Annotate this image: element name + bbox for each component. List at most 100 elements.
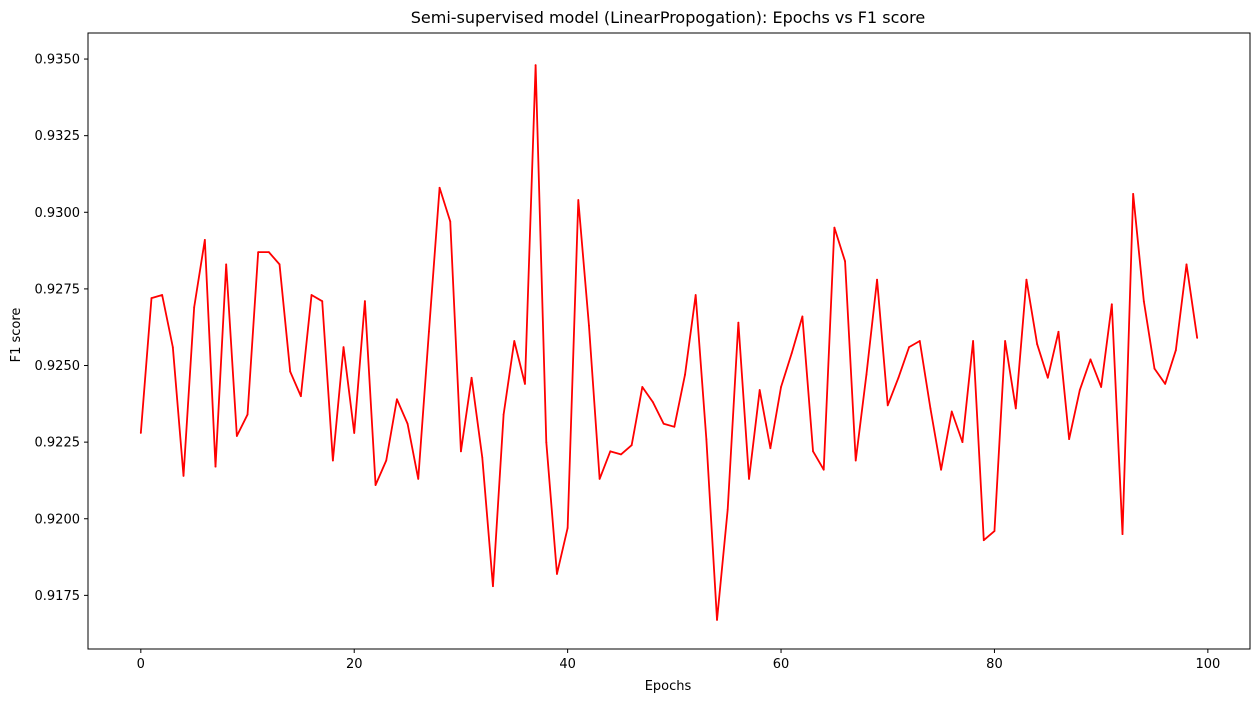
data-point [726,508,729,511]
data-point [822,468,825,471]
data-point [758,389,761,391]
data-point [492,585,494,588]
y-tick-label: 0.9225 [35,436,81,451]
data-point [1121,533,1124,535]
data-point [171,346,174,349]
y-tick-label: 0.9275 [35,282,81,297]
x-tick-label: 20 [346,657,363,672]
data-point [694,294,697,296]
data-point [438,186,441,189]
data-point [652,401,654,404]
data-point [1132,192,1135,195]
data-point [556,573,558,575]
data-point [673,425,676,428]
data-point [1004,340,1007,342]
data-point [993,530,996,532]
data-point [716,618,718,621]
data-point [940,468,942,471]
data-point [780,386,782,388]
data-point [566,527,569,529]
data-point [1142,300,1145,303]
data-point [929,407,932,410]
data-point [1068,438,1071,440]
data-point [182,474,185,477]
data-point [1025,278,1028,281]
data-point [396,398,398,401]
data-point [267,251,270,254]
data-point [449,220,452,223]
data-point [1078,389,1081,391]
data-point [705,438,708,440]
data-point [1100,386,1103,388]
data-point [331,459,334,462]
data-point [1164,383,1167,385]
data-point [961,441,964,444]
data-point [588,324,590,327]
y-axis: 0.9175 0.9200 0.9225 0.9250 0.9275 0.9300 0.93… [35,53,88,604]
data-point [865,373,868,376]
data-point [139,432,142,434]
data-point [908,346,910,349]
data-point [524,383,526,385]
data-point [374,484,377,486]
data-point [225,263,228,266]
data-point [545,441,548,444]
data-point [502,413,505,416]
data-point [203,238,206,241]
y-axis-title: F1 score [9,308,24,363]
x-tick-label: 60 [773,657,790,672]
y-tick-label: 0.9175 [35,589,81,604]
data-point [363,300,366,303]
data-point [833,226,836,229]
data-point [801,315,804,318]
data-point [598,478,601,480]
data-point [1174,349,1177,352]
data-point [1153,367,1156,370]
data-point [278,263,281,266]
data-point [609,450,612,453]
data-point [470,376,473,379]
data-point [235,435,238,437]
data-point [428,330,430,333]
data-point [321,300,324,303]
data-point [812,450,814,453]
series-line [139,64,1199,621]
data-point [577,199,580,201]
y-tick-label: 0.9300 [35,206,81,221]
data-point [534,64,537,67]
data-point [662,422,665,425]
data-point [289,370,292,373]
data-point [1089,358,1092,361]
y-tick-label: 0.9200 [35,512,81,527]
data-point [513,340,516,342]
data-point [342,346,345,349]
data-point [641,386,644,388]
data-point [299,395,302,398]
data-point [257,251,260,254]
data-point [854,459,857,462]
data-point [748,478,750,480]
data-point [1110,303,1113,306]
data-point [481,456,484,459]
y-tick-label: 0.9250 [35,359,81,374]
data-point [460,450,462,453]
data-point [620,453,622,456]
plot-frame [87,32,1251,650]
y-tick-label: 0.9325 [35,129,81,144]
data-point [972,340,975,342]
x-tick-label: 100 [1195,657,1220,672]
data-point [353,432,356,434]
data-point [193,306,196,309]
data-point [310,294,313,296]
data-point [769,447,772,450]
x-tick-label: 40 [559,657,576,672]
data-point [886,404,889,407]
data-point [844,260,846,263]
plot-area [87,32,1251,650]
data-point [406,422,409,425]
data-point [1014,407,1017,410]
data-point [161,294,164,296]
x-axis-title: Epochs [645,679,692,694]
data-point [737,321,740,324]
